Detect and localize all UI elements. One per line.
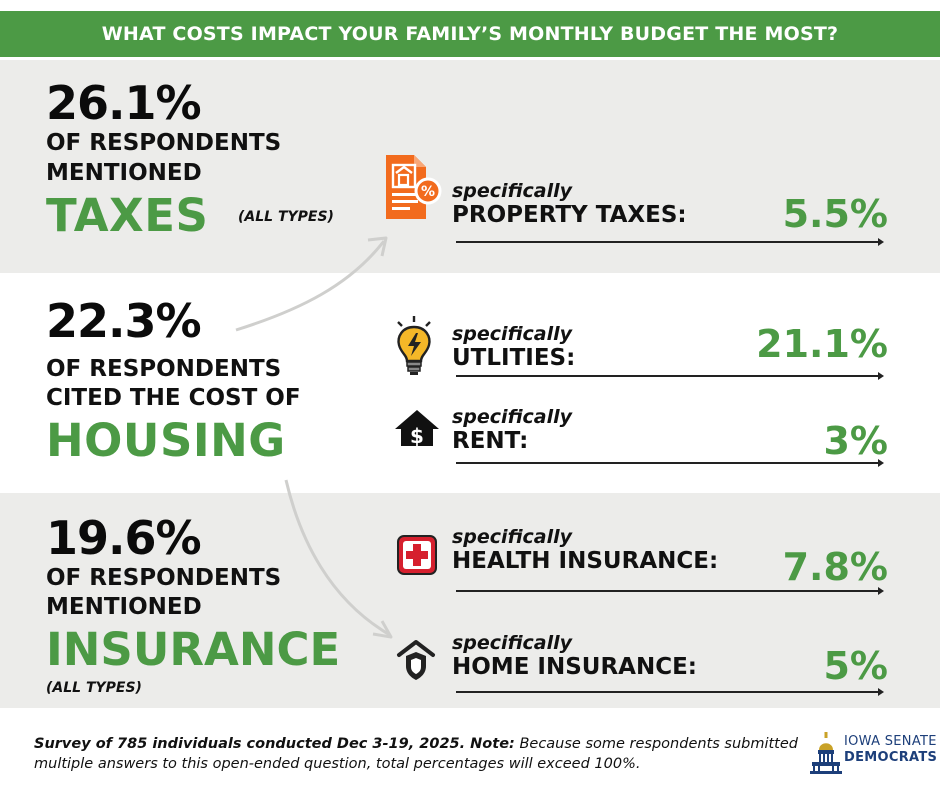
item-value: 5.5% <box>782 192 888 236</box>
property-tax-document-icon: % <box>384 153 442 221</box>
specifically-label: specifically <box>452 406 573 428</box>
item-rent: specifically RENT: 3% <box>452 406 892 467</box>
item-utilities: specifically UTLITIES: 21.1% <box>452 323 892 383</box>
specifically-label: specifically <box>452 526 573 548</box>
item-name: RENT: <box>452 428 529 454</box>
divider-arrow <box>456 238 884 246</box>
item-value: 7.8% <box>782 545 888 589</box>
specifically-label: specifically <box>452 323 573 345</box>
item-name: HOME INSURANCE: <box>452 654 698 680</box>
footer <box>0 708 940 788</box>
insurance-label-line1: OF RESPONDENTS <box>46 565 282 591</box>
housing-label-line1: OF RESPONDENTS <box>46 356 282 382</box>
housing-label-line2: CITED THE COST OF <box>46 385 301 411</box>
item-value: 21.1% <box>756 322 888 366</box>
logo-wordmark: IOWA SENATE DEMOCRATS <box>844 734 937 766</box>
logo-line2: DEMOCRATS <box>844 750 938 765</box>
taxes-category: TAXES <box>46 189 209 242</box>
page-title: WHAT COSTS IMPACT YOUR FAMILY’S MONTHLY … <box>101 23 839 45</box>
lightbulb-icon <box>394 315 434 377</box>
item-name: HEALTH INSURANCE: <box>452 548 719 574</box>
divider-arrow <box>456 372 884 380</box>
divider-arrow <box>456 459 884 467</box>
housing-section <box>0 273 940 493</box>
divider-arrow <box>456 587 884 595</box>
title-bar: WHAT COSTS IMPACT YOUR FAMILY’S MONTHLY … <box>0 11 940 57</box>
house-dollar-icon: $ <box>393 408 441 448</box>
insurance-label-line2: MENTIONED <box>46 594 202 620</box>
housing-percent: 22.3% <box>46 294 202 348</box>
survey-footnote: Survey of 785 individuals conducted Dec … <box>34 734 804 774</box>
medical-cross-icon <box>396 533 438 577</box>
item-name: UTLITIES: <box>452 345 576 371</box>
svg-text:%: % <box>421 184 435 200</box>
specifically-label: specifically <box>452 632 573 654</box>
home-shield-icon <box>396 638 436 684</box>
item-value: 5% <box>823 644 888 688</box>
footnote-text: Because some respondents submitted multi… <box>34 736 798 772</box>
footnote-bold: Survey of 785 individuals conducted Dec … <box>34 736 515 752</box>
taxes-label-line2: MENTIONED <box>46 160 202 186</box>
svg-text:$: $ <box>410 424 424 448</box>
housing-category: HOUSING <box>46 414 286 467</box>
header-banner: WHAT COSTS IMPACT YOUR FAMILY’S MONTHLY … <box>0 0 940 60</box>
insurance-category: INSURANCE <box>46 623 341 676</box>
insurance-percent: 19.6% <box>46 511 202 565</box>
item-health-insurance: specifically HEALTH INSURANCE: 7.8% <box>452 526 892 596</box>
specifically-label: specifically <box>452 180 573 202</box>
divider-arrow <box>456 688 884 696</box>
taxes-percent: 26.1% <box>46 76 202 130</box>
taxes-note: (ALL TYPES) <box>238 209 334 225</box>
logo-line1: IOWA SENATE <box>844 734 937 749</box>
item-name: PROPERTY TAXES: <box>452 202 687 228</box>
item-home-insurance: specifically HOME INSURANCE: 5% <box>452 632 892 702</box>
item-property-taxes: specifically PROPERTY TAXES: 5.5% <box>452 180 892 250</box>
taxes-section <box>0 60 940 273</box>
insurance-note: (ALL TYPES) <box>46 680 142 696</box>
insurance-section <box>0 493 940 708</box>
iowa-senate-democrats-logo: IOWA SENATE DEMOCRATS <box>810 730 937 776</box>
capitol-dome-icon <box>810 732 842 774</box>
item-value: 3% <box>823 419 888 463</box>
taxes-label-line1: OF RESPONDENTS <box>46 130 282 156</box>
